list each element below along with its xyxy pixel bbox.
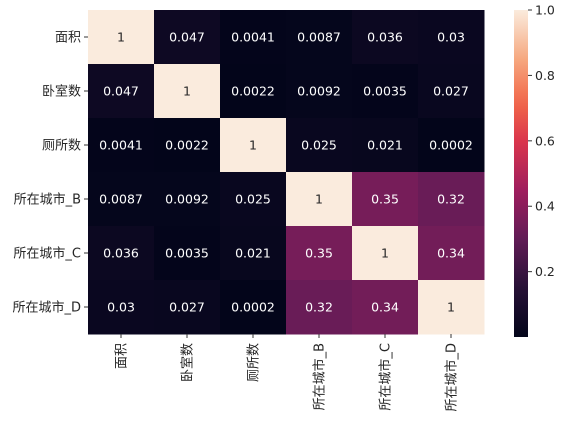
cell-value-label: 0.34 <box>437 246 465 261</box>
cell-value-label: 0.35 <box>305 246 333 261</box>
heatmap-cell <box>286 226 353 281</box>
heatmap-cell <box>418 172 485 227</box>
heatmap-cell <box>88 10 155 65</box>
colorbar-tick-label: 1.0 <box>535 3 555 18</box>
heatmap-cell <box>220 280 287 335</box>
heatmap-cell <box>286 118 353 173</box>
heatmap-cell <box>352 118 419 173</box>
heatmap-cell <box>418 226 485 281</box>
heatmap-cell <box>286 64 353 119</box>
cell-value-label: 1 <box>315 192 323 207</box>
heatmap-cell <box>352 172 419 227</box>
y-tick-label: 厕所数 <box>42 139 81 154</box>
cell-value-label: 1 <box>249 138 257 153</box>
cell-value-label: 0.0022 <box>165 138 209 153</box>
heatmap-cell <box>286 10 353 65</box>
heatmap-cell <box>352 226 419 281</box>
colorbar-tick-label: 0.8 <box>535 68 555 83</box>
cell-value-label: 0.32 <box>437 192 465 207</box>
heatmap-cell <box>154 118 221 173</box>
cell-value-label: 0.036 <box>103 246 139 261</box>
x-tick-label: 所在城市_D <box>444 343 460 412</box>
cell-value-label: 0.0022 <box>231 84 275 99</box>
x-tick-label: 厕所数 <box>247 343 262 382</box>
heatmap-cell <box>418 10 485 65</box>
colorbar-gradient <box>514 10 528 337</box>
colorbar: 0.2 0.4 0.6 0.8 1.0 <box>514 3 555 337</box>
cell-value-label: 1 <box>447 300 455 315</box>
cell-value-label: 0.025 <box>235 192 271 207</box>
cell-value-label: 0.0041 <box>231 30 275 45</box>
heatmap-cell <box>88 172 155 227</box>
heatmap-cell <box>418 280 485 335</box>
cell-value-label: 0.047 <box>103 84 139 99</box>
heatmap-cell <box>220 64 287 119</box>
y-tick-label: 所在城市_D <box>12 300 81 316</box>
x-tick-label: 所在城市_B <box>312 343 328 410</box>
y-tick-label: 面积 <box>55 31 81 46</box>
heatmap-cell <box>286 280 353 335</box>
heatmap-cell <box>352 10 419 65</box>
x-tick-label: 所在城市_C <box>378 343 394 411</box>
cell-value-label: 0.027 <box>433 84 469 99</box>
cell-value-label: 0.021 <box>367 138 403 153</box>
y-tick-label: 所在城市_B <box>14 192 81 208</box>
heatmap-cell <box>154 10 221 65</box>
cell-value-label: 0.047 <box>169 30 205 45</box>
cell-value-label: 0.0092 <box>165 192 209 207</box>
heatmap-cell <box>286 172 353 227</box>
cell-value-label: 1 <box>117 30 125 45</box>
cell-value-label: 1 <box>381 246 389 261</box>
cell-value-label: 0.0035 <box>165 246 209 261</box>
heatmap-cell <box>154 64 221 119</box>
cell-value-label: 0.34 <box>371 300 399 315</box>
heatmap-cell <box>220 226 287 281</box>
heatmap-cell <box>88 226 155 281</box>
heatmap-cell <box>154 226 221 281</box>
y-tick-label: 卧室数 <box>42 84 81 100</box>
cell-value-label: 0.021 <box>235 246 271 261</box>
heatmap-cell <box>352 280 419 335</box>
y-tick-label: 所在城市_C <box>13 246 81 262</box>
colorbar-tick-label: 0.6 <box>535 133 555 148</box>
cell-value-label: 0.0002 <box>429 138 473 153</box>
heatmap-cell <box>418 118 485 173</box>
colorbar-tick-label: 0.2 <box>535 264 555 279</box>
heatmap-cell <box>88 118 155 173</box>
cell-value-label: 0.027 <box>169 300 205 315</box>
x-tick-label: 面积 <box>115 343 130 369</box>
cell-value-label: 0.0087 <box>99 192 143 207</box>
heatmap-cell <box>88 280 155 335</box>
cell-value-label: 0.03 <box>107 300 135 315</box>
heatmap-cell <box>220 172 287 227</box>
heatmap-cell <box>418 64 485 119</box>
cell-value-label: 0.03 <box>437 30 465 45</box>
x-tick-label: 卧室数 <box>180 343 196 382</box>
cell-value-label: 0.0035 <box>363 84 407 99</box>
cell-value-label: 0.32 <box>305 300 333 315</box>
cell-value-label: 0.025 <box>301 138 337 153</box>
heatmap-cell <box>352 64 419 119</box>
cell-value-label: 1 <box>183 84 191 99</box>
colorbar-tick-label: 0.4 <box>535 199 555 214</box>
cell-value-label: 0.35 <box>371 192 399 207</box>
x-tick-labels: 面积 卧室数 厕所数 所在城市_B 所在城市_C 所在城市_D <box>115 334 460 412</box>
cell-value-label: 0.0002 <box>231 300 275 315</box>
heatmap-cells: 1 0.047 0.0041 0.0087 0.036 0.03 0.047 1 0.0022 0… <box>88 10 485 335</box>
heatmap-cell <box>88 64 155 119</box>
cell-value-label: 0.036 <box>367 30 403 45</box>
heatmap-cell <box>220 10 287 65</box>
cell-value-label: 0.0041 <box>99 138 143 153</box>
cell-value-label: 0.0087 <box>297 30 341 45</box>
heatmap-cell <box>154 280 221 335</box>
heatmap-cell <box>220 118 287 173</box>
heatmap-cell <box>154 172 221 227</box>
cell-value-label: 0.0092 <box>297 84 341 99</box>
